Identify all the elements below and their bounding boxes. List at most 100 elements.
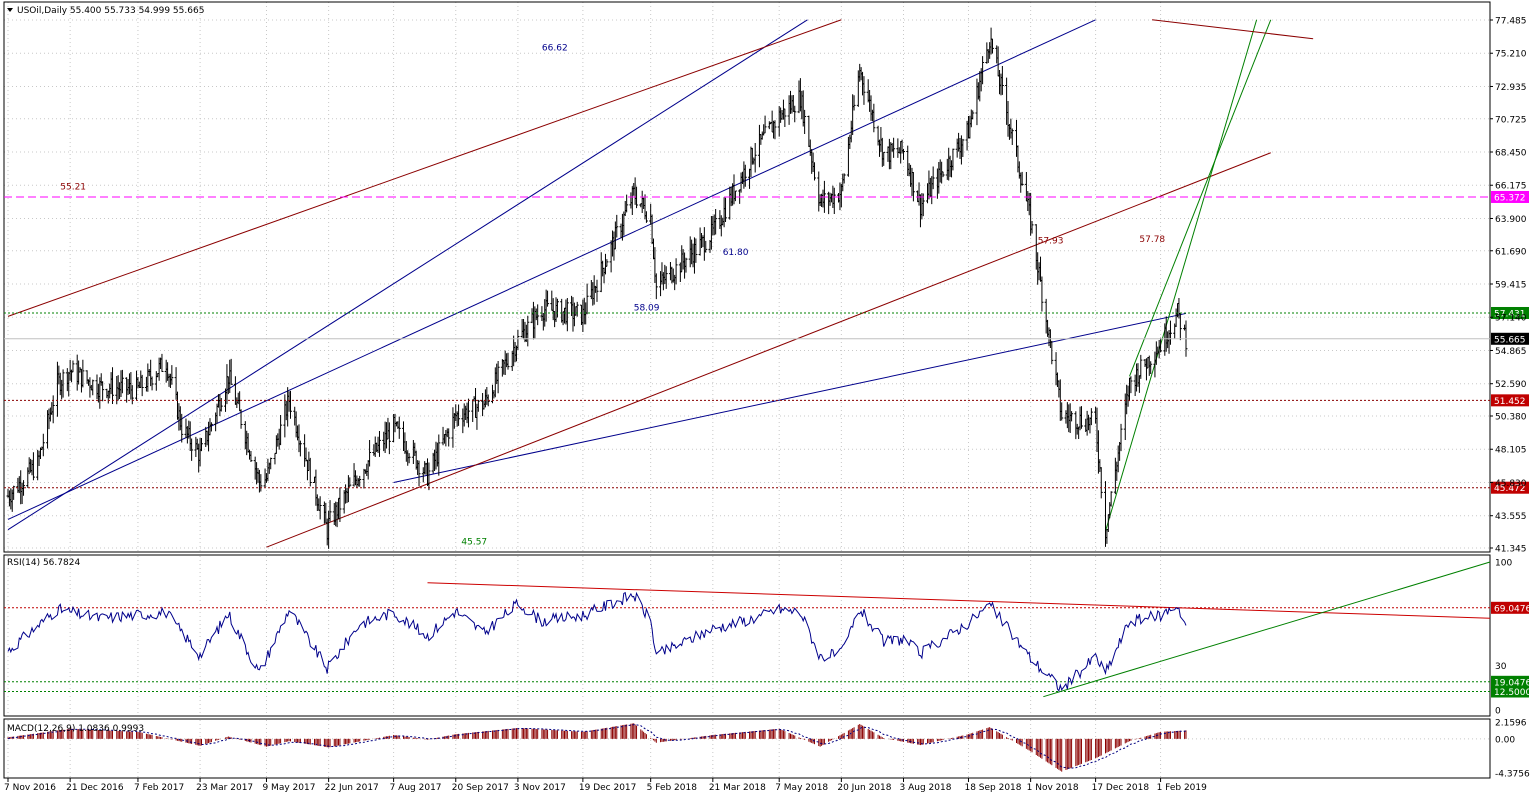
y-tick-label: 48.105 bbox=[1495, 446, 1527, 456]
price-bar bbox=[437, 434, 441, 476]
price-bar bbox=[684, 257, 688, 273]
x-tick-label: 22 Jun 2017 bbox=[325, 783, 379, 793]
price-bar bbox=[1109, 491, 1113, 507]
y-tick-label: 52.590 bbox=[1495, 380, 1527, 390]
price-bar bbox=[892, 137, 896, 158]
price-bar bbox=[447, 428, 451, 447]
price-bar bbox=[951, 148, 955, 171]
price-bar bbox=[338, 487, 342, 522]
price-bar bbox=[575, 301, 579, 317]
rsi-level-label: 69.0476 bbox=[1494, 604, 1531, 614]
rsi-trendlines[interactable] bbox=[427, 561, 1491, 698]
price-bar bbox=[387, 422, 391, 455]
price-bar bbox=[209, 422, 213, 432]
price-bar bbox=[1060, 402, 1064, 421]
rsi-y-tick-label: 100 bbox=[1495, 559, 1512, 569]
price-bar bbox=[1000, 66, 1004, 95]
annotation-label: 57.78 bbox=[1139, 235, 1165, 245]
rsi-resistance-line[interactable] bbox=[427, 582, 1491, 619]
level-label: 51.452 bbox=[1494, 397, 1526, 407]
trendlines[interactable] bbox=[7, 19, 1314, 548]
level-tag-65.372 bbox=[1491, 190, 1529, 203]
x-tick-label: 23 Mar 2017 bbox=[196, 783, 253, 793]
x-tick-label: 7 Feb 2017 bbox=[134, 783, 184, 793]
price-bar bbox=[773, 120, 777, 140]
rsi-level-label: 19.0476 bbox=[1494, 678, 1531, 688]
rsi-level-tag bbox=[1491, 675, 1529, 688]
price-bar bbox=[813, 162, 817, 181]
macd-signal-line bbox=[7, 723, 1187, 769]
price-bar bbox=[635, 186, 639, 209]
price-bar bbox=[704, 240, 708, 253]
rsi-support-line[interactable] bbox=[1043, 561, 1491, 698]
x-tick-label: 1 Nov 2018 bbox=[1027, 783, 1079, 793]
level-label: 55.665 bbox=[1494, 335, 1526, 345]
price-bar bbox=[674, 258, 678, 285]
level-tag-51.452 bbox=[1491, 394, 1529, 407]
annotation-label: 66.62 bbox=[542, 43, 568, 53]
y-tick-label: 66.175 bbox=[1495, 182, 1527, 192]
price-bar bbox=[832, 187, 836, 214]
price-bar bbox=[1089, 408, 1093, 426]
price-bar bbox=[783, 108, 787, 127]
red-resistance-line[interactable] bbox=[1152, 19, 1314, 40]
x-tick-label: 17 Dec 2018 bbox=[1092, 783, 1150, 793]
blue-channel-mid-line[interactable] bbox=[393, 312, 1187, 483]
price-bar bbox=[724, 197, 728, 222]
price-bar bbox=[1010, 128, 1014, 145]
price-bar bbox=[595, 279, 599, 302]
price-bar bbox=[101, 381, 105, 402]
price-bar bbox=[1020, 171, 1024, 186]
x-tick-label: 19 Dec 2017 bbox=[579, 783, 637, 793]
price-bar bbox=[763, 115, 767, 134]
price-bar bbox=[644, 211, 648, 223]
price-bar bbox=[249, 450, 253, 463]
y-tick-label: 45.830 bbox=[1495, 479, 1527, 489]
price-bar bbox=[793, 105, 797, 123]
price-bar bbox=[22, 480, 26, 496]
price-pane-frame bbox=[3, 1, 1491, 553]
green-support-line[interactable] bbox=[1105, 19, 1258, 532]
x-tick-label: 3 Nov 2017 bbox=[514, 783, 566, 793]
time-axis: 7 Nov 2016 21 Dec 2016 7 Feb 2017 23 Mar 20… bbox=[4, 778, 1207, 793]
price-bar bbox=[190, 438, 194, 461]
annotation-label: 45.57 bbox=[461, 537, 487, 547]
price-bar bbox=[229, 358, 233, 385]
price-bar bbox=[91, 379, 95, 396]
x-tick-label: 3 Aug 2018 bbox=[900, 783, 952, 793]
price-bar bbox=[417, 460, 421, 487]
price-bar bbox=[466, 398, 470, 428]
price-bar bbox=[298, 440, 302, 457]
red-channel-lower-line[interactable] bbox=[266, 152, 1271, 548]
price-bar bbox=[130, 385, 134, 405]
price-bar bbox=[1079, 406, 1083, 429]
price-bar bbox=[882, 151, 886, 166]
price-bar bbox=[81, 359, 85, 388]
price-bar bbox=[842, 173, 846, 184]
level-label: 57.431 bbox=[1494, 309, 1526, 319]
y-tick-label: 75.210 bbox=[1495, 50, 1527, 60]
annotation-label: 55.21 bbox=[60, 182, 86, 192]
price-bar bbox=[1139, 354, 1143, 379]
y-tick-label: 77.485 bbox=[1495, 17, 1527, 27]
price-bar bbox=[150, 376, 154, 391]
green-channel-line[interactable] bbox=[1129, 19, 1272, 377]
price-bar bbox=[1129, 376, 1133, 394]
macd-axis: 2.1596 0.00 -4.3756 bbox=[1495, 719, 1530, 780]
price-bar bbox=[318, 496, 322, 520]
price-bar bbox=[615, 214, 619, 238]
symbol-menu-triangle-icon[interactable] bbox=[7, 8, 13, 12]
price-bar bbox=[279, 415, 283, 446]
price-bar bbox=[911, 171, 915, 202]
symbol-header: USOil,Daily 55.400 55.733 54.999 55.665 bbox=[7, 6, 204, 16]
red-channel-upper-line[interactable] bbox=[7, 19, 842, 317]
price-bar bbox=[803, 109, 807, 134]
price-bar bbox=[694, 238, 698, 263]
level-tag-57.431 bbox=[1491, 306, 1529, 319]
blue-channel-upper-line[interactable] bbox=[7, 19, 808, 531]
price-bar bbox=[1070, 411, 1074, 422]
price-bar bbox=[852, 95, 856, 111]
price-bar bbox=[1168, 320, 1172, 345]
